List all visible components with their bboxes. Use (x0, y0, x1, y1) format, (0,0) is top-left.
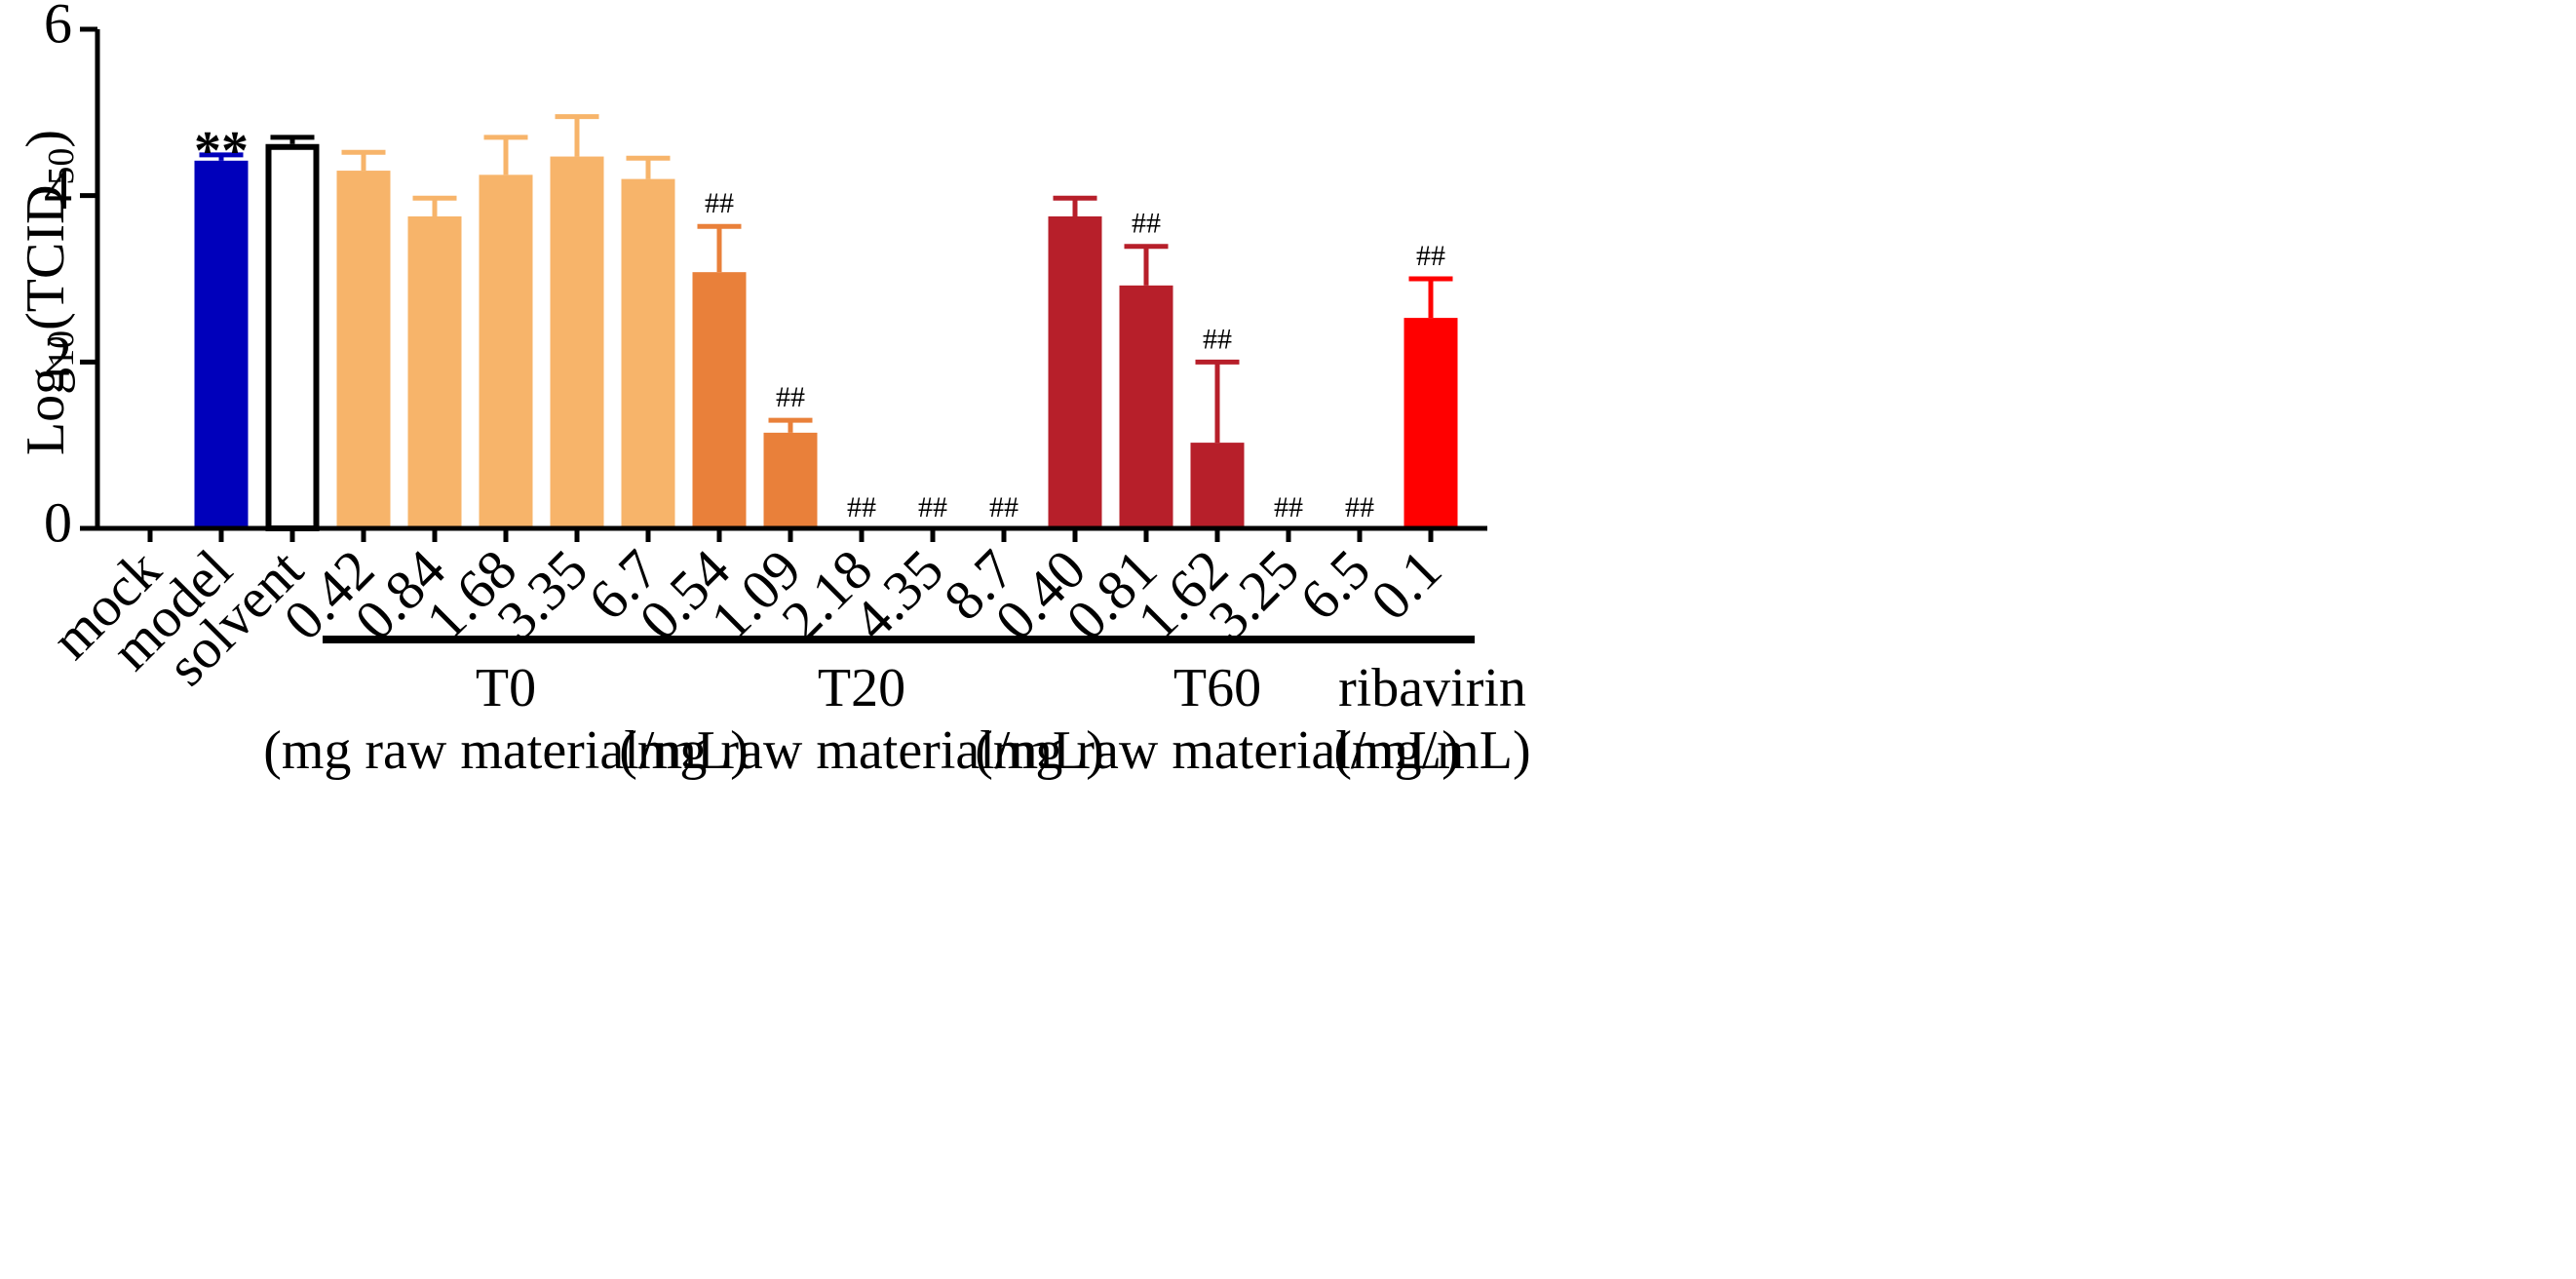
t0-335-bar (550, 156, 604, 528)
t0-group-unit: (mg raw material/mL) (263, 720, 749, 781)
t20-group-label: T20 (818, 658, 905, 718)
t0-168-bar (479, 174, 533, 529)
t20-218-bar-significance: ## (847, 491, 876, 523)
t20-group-bar-line (678, 636, 1045, 643)
t60-group-unit: (mg raw material/mL) (975, 720, 1460, 781)
t60-162-bar-significance: ## (1203, 323, 1232, 355)
t60-040-bar (1048, 216, 1102, 528)
t60-325-bar-significance: ## (1274, 491, 1303, 523)
y-tick-label: 4 (44, 158, 72, 221)
model-bar-significance: ** (194, 121, 249, 181)
t20-109-bar-significance: ## (776, 381, 805, 413)
t20-87-bar-significance: ## (989, 491, 1019, 523)
t0-group-bar-line (323, 636, 689, 643)
ribavirin-bar (1403, 318, 1458, 528)
y-tick-label: 0 (44, 490, 72, 554)
y-axis-label: Log10(TCID50) (16, 130, 82, 455)
t60-081-bar-significance: ## (1132, 208, 1161, 240)
t0-042-bar (336, 171, 391, 529)
t20-054-bar (692, 272, 747, 528)
t60-65-bar-significance: ## (1345, 491, 1374, 523)
y-tick-label: 2 (44, 325, 72, 388)
y-tick-label: 6 (44, 0, 72, 55)
t0-67-bar (621, 178, 675, 528)
t0-084-bar (407, 216, 462, 528)
t60-081-bar (1119, 285, 1173, 528)
ribavirin-group-bar-line (1390, 636, 1475, 643)
t60-group-label: T60 (1173, 658, 1261, 718)
model-bar (194, 160, 249, 528)
t20-054-bar-significance: ## (705, 187, 734, 219)
ribavirin-bar-significance: ## (1416, 240, 1445, 272)
bars: ** ## ## ## ## ## ## ## ## ## ## (194, 114, 1458, 531)
ribavirin-group-unit: (mg/mL) (1333, 720, 1530, 781)
x-axis (96, 525, 1487, 542)
svg-text:Log10(TCID50): Log10(TCID50) (16, 130, 82, 455)
x-label-ribavirin-bar: 0.1 (1359, 537, 1453, 632)
solvent-bar (265, 143, 320, 531)
t60-group-bar-line (1034, 636, 1401, 643)
t20-435-bar-significance: ## (918, 491, 947, 523)
t20-group-unit: (mg raw material/mL) (619, 720, 1104, 781)
y-axis: 0 2 4 6 (44, 0, 100, 554)
ribavirin-group-label: ribavirin (1338, 658, 1526, 718)
t60-162-bar (1190, 443, 1245, 528)
t20-109-bar (763, 432, 818, 528)
t0-group-label: T0 (476, 658, 536, 718)
group-brackets: T0(mg raw material/mL)T20(mg raw materia… (263, 636, 1531, 781)
